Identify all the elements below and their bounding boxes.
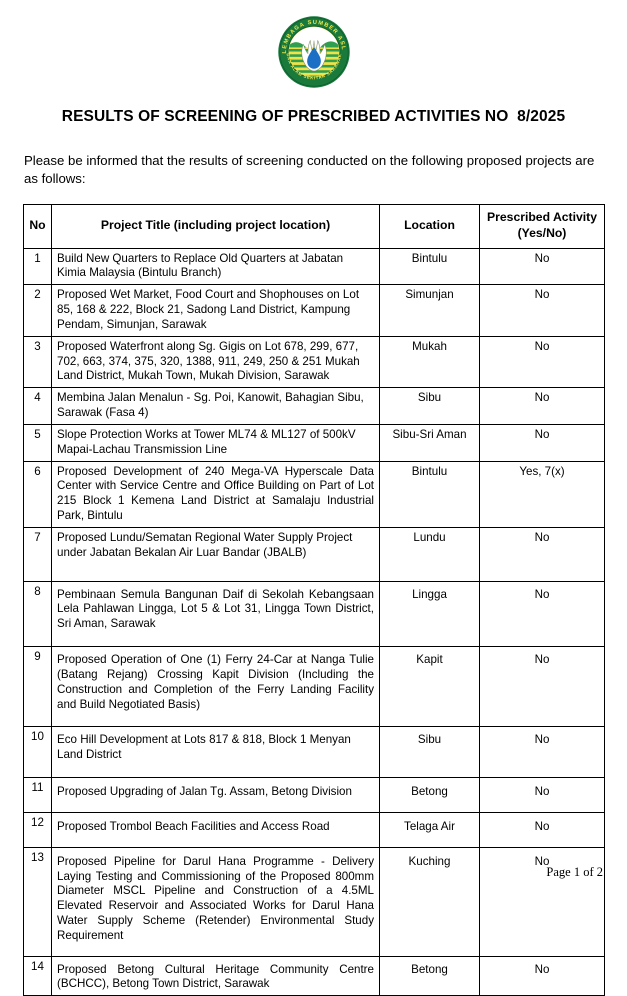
cell-location: Lingga [379,580,480,648]
lembaga-sumber-asli-logo: LEMBAGA SUMBER ASLI DAN ALAM SEKITAR SAR… [276,14,352,90]
table-row: 13 Proposed Pipeline for Darul Hana Prog… [23,846,605,957]
column-header-location: Location [379,204,480,249]
table-row: 3 Proposed Waterfront along Sg. Gigis on… [23,335,605,389]
cell-no: 6 [23,460,52,528]
cell-project-title: Proposed Pipeline for Darul Hana Program… [51,846,380,957]
cell-location: Telaga Air [379,811,480,848]
cell-no: 5 [23,423,52,462]
cell-location: Simunjan [379,284,480,337]
results-table-body: 1 Build New Quarters to Replace Old Quar… [23,247,605,996]
cell-project-title: Proposed Operation of One (1) Ferry 24-C… [51,646,380,728]
letterhead-logo-area: LEMBAGA SUMBER ASLI DAN ALAM SEKITAR SAR… [0,0,627,100]
table-row: 7 Proposed Lundu/Sematan Regional Water … [23,526,605,582]
column-header-no: No [23,204,52,249]
table-header-row: No Project Title (including project loca… [23,204,605,249]
cell-no: 8 [23,580,52,648]
cell-project-title: Pembinaan Semula Bangunan Daif di Sekola… [51,580,380,648]
cell-no: 1 [23,247,52,286]
cell-location: Kapit [379,646,480,728]
results-table: No Project Title (including project loca… [23,204,605,996]
cell-prescribed-activity: No [479,284,605,337]
column-header-pa-line2: (Yes/No) [517,226,567,241]
cell-location: Kuching [379,846,480,957]
column-header-pa-line1: Prescribed Activity [487,210,597,225]
intro-paragraph: Please be informed that the results of s… [24,153,595,187]
table-row: 12 Proposed Trombol Beach Facilities and… [23,811,605,848]
cell-prescribed-activity: No [479,335,605,389]
cell-prescribed-activity: No [479,777,605,813]
table-row: 5 Slope Protection Works at Tower ML74 &… [23,423,605,462]
column-header-prescribed-activity: Prescribed Activity (Yes/No) [479,204,605,249]
cell-location: Lundu [379,526,480,582]
cell-location: Sibu [379,726,480,779]
cell-project-title: Proposed Betong Cultural Heritage Commun… [51,955,380,996]
cell-project-title: Eco Hill Development at Lots 817 & 818, … [51,726,380,779]
cell-project-title: Proposed Wet Market, Food Court and Shop… [51,284,380,337]
cell-no: 10 [23,726,52,779]
cell-project-title: Proposed Waterfront along Sg. Gigis on L… [51,335,380,389]
cell-project-title: Proposed Trombol Beach Facilities and Ac… [51,811,380,848]
table-row: 1 Build New Quarters to Replace Old Quar… [23,247,605,286]
cell-location: Bintulu [379,247,480,286]
cell-project-title: Membina Jalan Menalun - Sg. Poi, Kanowit… [51,387,380,425]
page-footer: Page 1 of 2 [546,865,603,879]
cell-location: Betong [379,777,480,813]
cell-prescribed-activity: No [479,726,605,779]
cell-prescribed-activity: No [479,811,605,848]
table-row: 8 Pembinaan Semula Bangunan Daif di Seko… [23,580,605,648]
cell-location: Sibu [379,387,480,425]
cell-prescribed-activity: No [479,580,605,648]
cell-project-title: Proposed Lundu/Sematan Regional Water Su… [51,526,380,582]
cell-project-title: Proposed Development of 240 Mega-VA Hype… [51,460,380,528]
cell-project-title: Proposed Upgrading of Jalan Tg. Assam, B… [51,777,380,813]
cell-prescribed-activity: No [479,646,605,728]
cell-prescribed-activity: No [479,423,605,462]
cell-no: 14 [23,955,52,996]
cell-location: Sibu-Sri Aman [379,423,480,462]
table-row: 2 Proposed Wet Market, Food Court and Sh… [23,284,605,337]
cell-no: 2 [23,284,52,337]
cell-location: Bintulu [379,460,480,528]
cell-no: 4 [23,387,52,425]
table-row: 14 Proposed Betong Cultural Heritage Com… [23,955,605,996]
results-table-container: No Project Title (including project loca… [23,204,605,996]
cell-location: Betong [379,955,480,996]
cell-prescribed-activity: Yes, 7(x) [479,460,605,528]
cell-project-title: Build New Quarters to Replace Old Quarte… [51,247,380,286]
cell-no: 11 [23,777,52,813]
table-row: 11 Proposed Upgrading of Jalan Tg. Assam… [23,777,605,813]
cell-no: 9 [23,646,52,728]
cell-prescribed-activity: No [479,526,605,582]
cell-no: 7 [23,526,52,582]
table-row: 9 Proposed Operation of One (1) Ferry 24… [23,646,605,728]
cell-no: 3 [23,335,52,389]
table-row: 4 Membina Jalan Menalun - Sg. Poi, Kanow… [23,387,605,425]
cell-location: Mukah [379,335,480,389]
column-header-title: Project Title (including project locatio… [51,204,380,249]
cell-prescribed-activity: No [479,955,605,996]
table-row: 10 Eco Hill Development at Lots 817 & 81… [23,726,605,779]
page-title: RESULTS OF SCREENING OF PRESCRIBED ACTIV… [61,108,566,125]
cell-prescribed-activity: No [479,846,605,957]
table-row: 6 Proposed Development of 240 Mega-VA Hy… [23,460,605,528]
cell-no: 12 [23,811,52,848]
cell-prescribed-activity: No [479,387,605,425]
cell-no: 13 [23,846,52,957]
cell-prescribed-activity: No [479,247,605,286]
cell-project-title: Slope Protection Works at Tower ML74 & M… [51,423,380,462]
